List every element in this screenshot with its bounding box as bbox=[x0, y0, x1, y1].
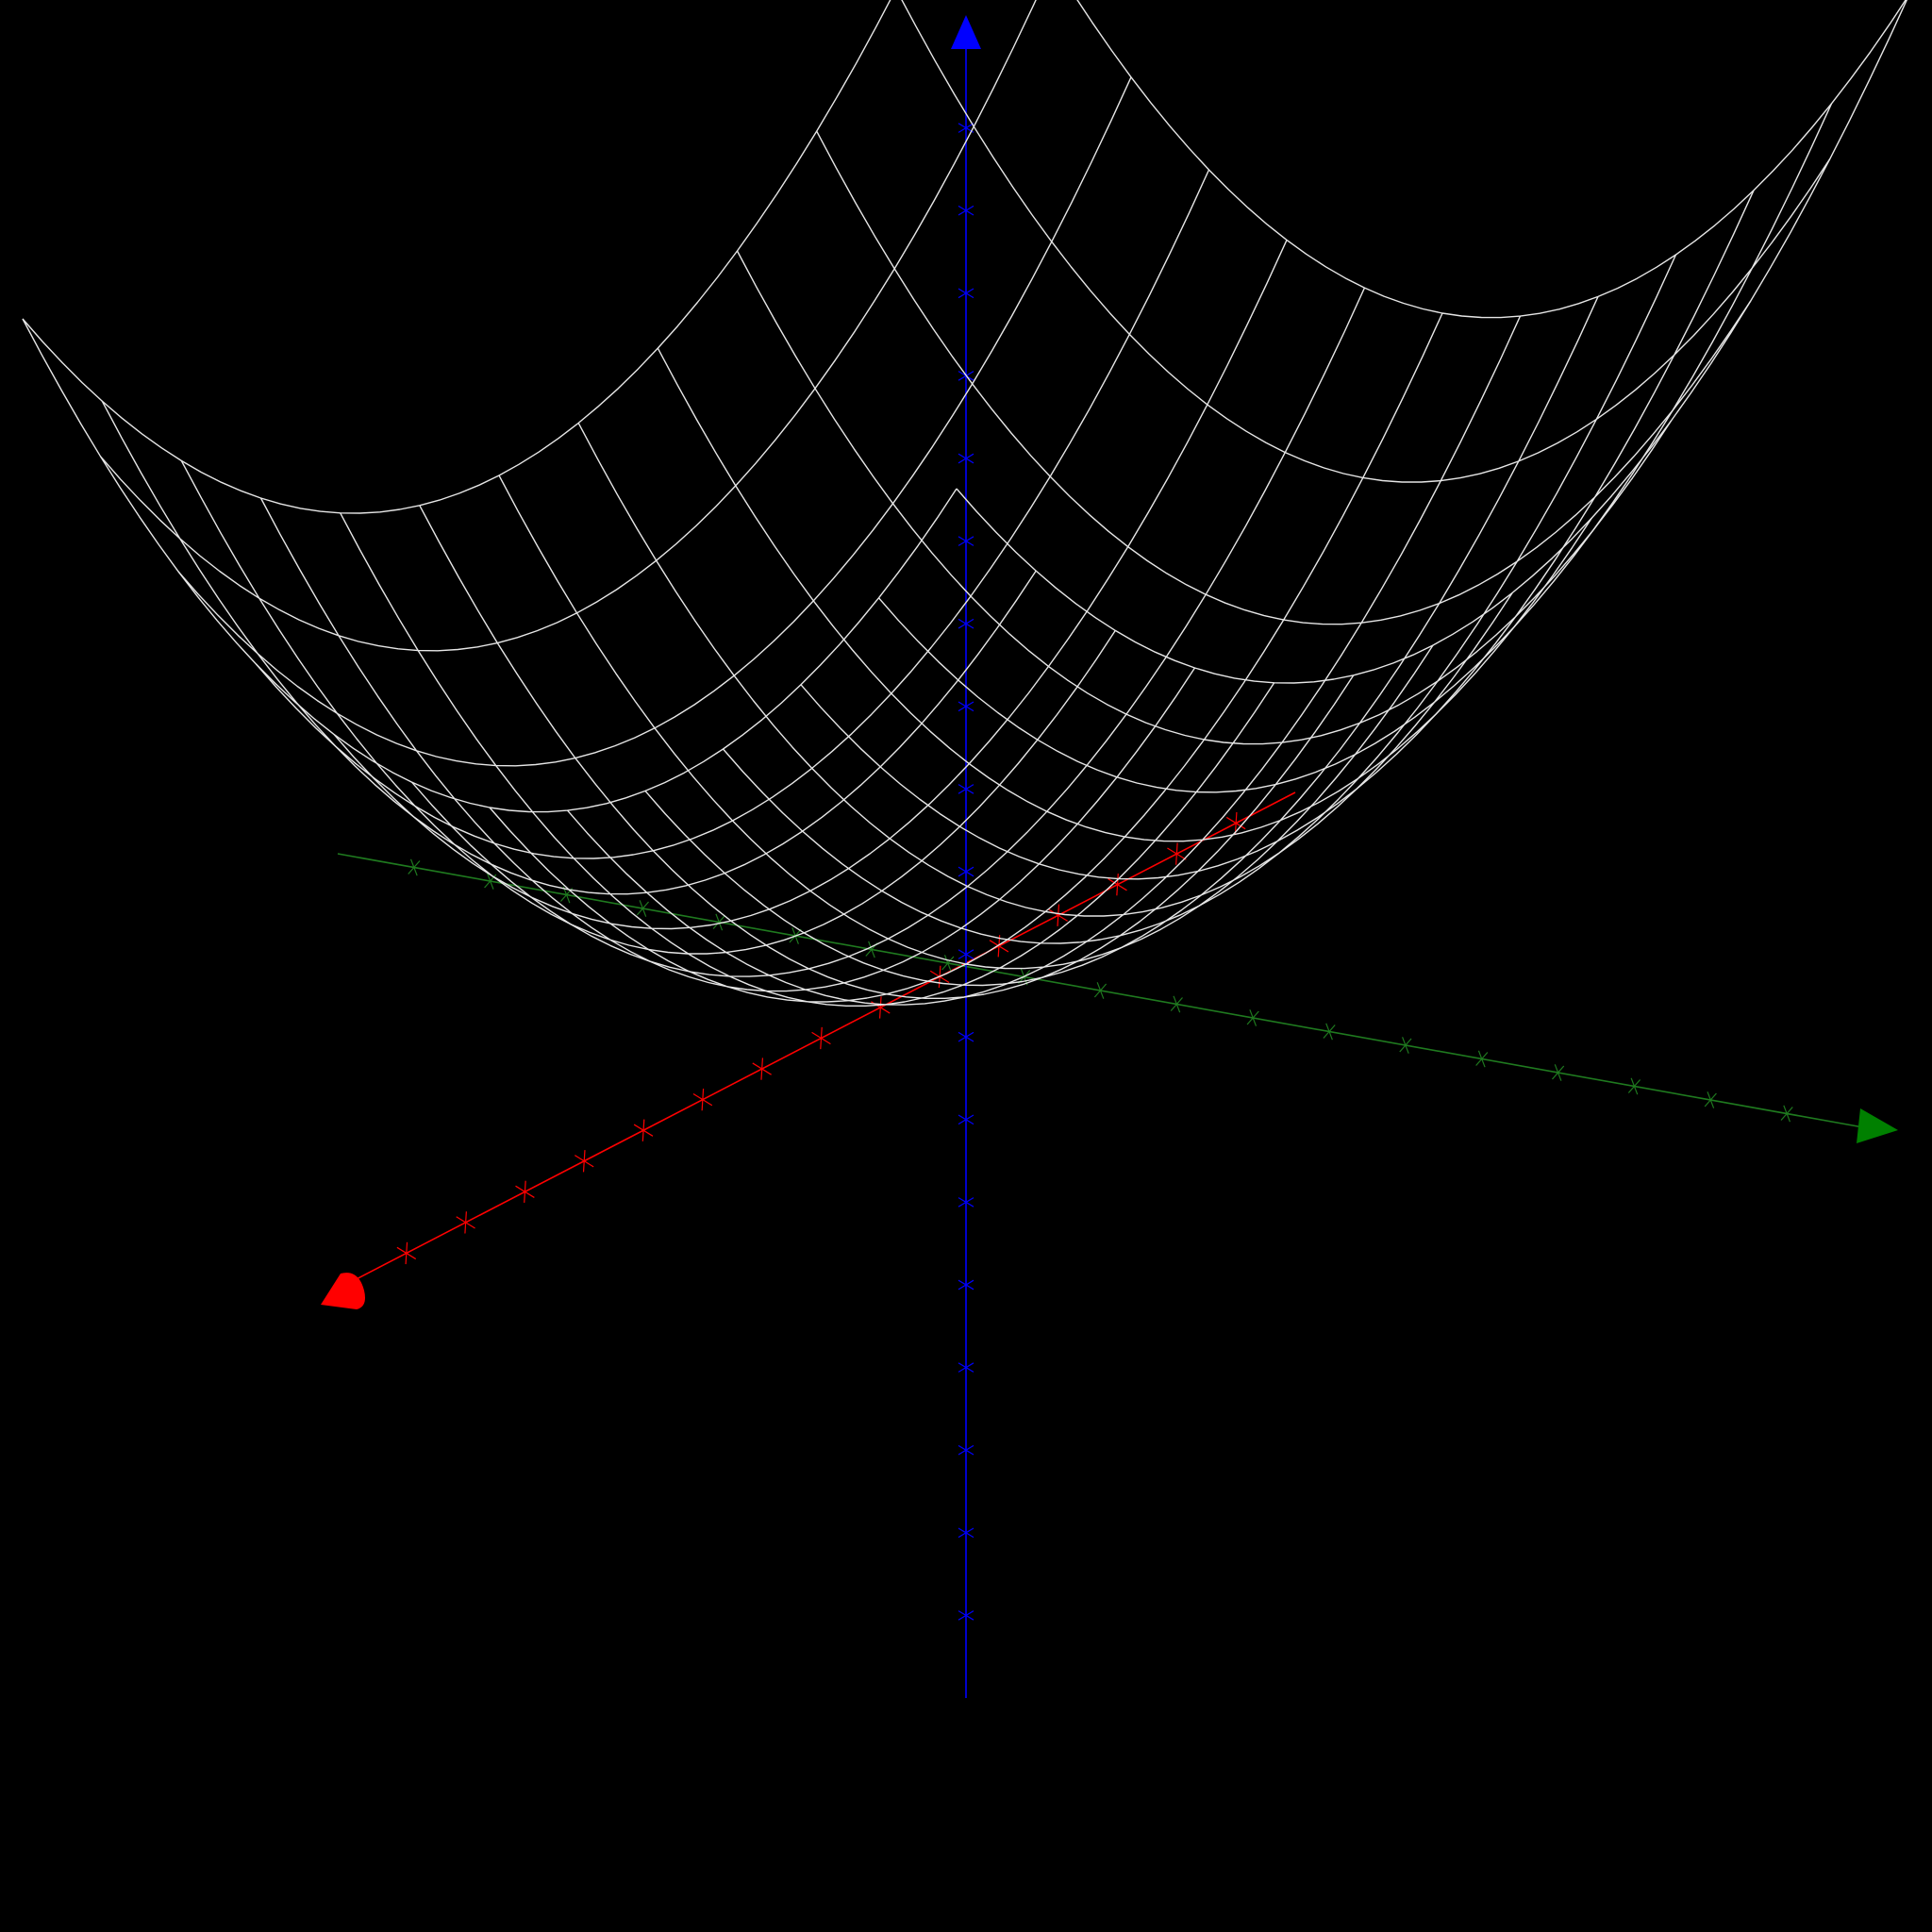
z-tick bbox=[958, 1610, 974, 1621]
z-tick bbox=[958, 1279, 974, 1291]
y-tick bbox=[1093, 983, 1108, 998]
paraboloid-wireframe[interactable] bbox=[22, 0, 1909, 1007]
z-tick bbox=[958, 1031, 974, 1042]
z-tick bbox=[958, 784, 974, 794]
z-tick bbox=[958, 536, 974, 546]
z-axis bbox=[951, 15, 981, 1698]
z-axis-ticks bbox=[958, 123, 974, 1621]
z-tick bbox=[958, 866, 974, 877]
z-tick bbox=[958, 949, 974, 959]
y-tick bbox=[712, 915, 725, 929]
x-axis-ticks bbox=[396, 811, 1246, 1265]
z-tick bbox=[958, 618, 974, 629]
y-tick bbox=[1780, 1107, 1793, 1121]
x-tick bbox=[1234, 811, 1238, 835]
z-tick bbox=[958, 1197, 974, 1208]
mesh-line-y bbox=[956, 0, 1908, 684]
x-tick bbox=[878, 996, 882, 1019]
mesh-line-x bbox=[101, 400, 1037, 895]
z-axis-arrow-icon bbox=[951, 15, 981, 49]
x-tick bbox=[641, 1119, 645, 1141]
x-axis bbox=[321, 791, 1296, 1309]
x-tick bbox=[464, 1211, 467, 1234]
y-tick bbox=[1399, 1038, 1412, 1053]
x-tick bbox=[1116, 874, 1119, 896]
y-tick bbox=[941, 956, 955, 971]
y-tick bbox=[1170, 997, 1183, 1011]
y-tick bbox=[1627, 1079, 1641, 1093]
mesh-line-y bbox=[877, 103, 1833, 793]
x-tick bbox=[1175, 842, 1178, 865]
x-axis-arrow-icon bbox=[321, 1273, 365, 1309]
y-tick bbox=[1552, 1065, 1565, 1080]
z-tick bbox=[958, 1362, 974, 1373]
mesh-line-y bbox=[800, 190, 1755, 880]
y-tick bbox=[1704, 1092, 1717, 1108]
x-tick bbox=[405, 1241, 408, 1265]
y-axis-arrow-icon bbox=[1857, 1108, 1898, 1143]
z-tick bbox=[958, 1527, 974, 1539]
x-tick bbox=[701, 1088, 705, 1111]
x-tick bbox=[582, 1150, 586, 1173]
mesh-line-x bbox=[22, 318, 958, 813]
z-tick bbox=[958, 288, 974, 299]
z-tick bbox=[958, 1444, 974, 1456]
y-tick bbox=[408, 860, 421, 874]
z-tick bbox=[958, 1114, 974, 1125]
y-tick bbox=[636, 901, 649, 916]
z-tick bbox=[958, 701, 974, 712]
y-tick bbox=[1323, 1024, 1336, 1039]
z-tick bbox=[958, 205, 974, 216]
axes-back bbox=[321, 15, 1898, 1698]
y-tick bbox=[1246, 1010, 1259, 1025]
x-tick bbox=[760, 1058, 764, 1080]
y-tick bbox=[1475, 1052, 1489, 1066]
z-tick bbox=[958, 453, 974, 464]
x-tick bbox=[820, 1026, 823, 1050]
